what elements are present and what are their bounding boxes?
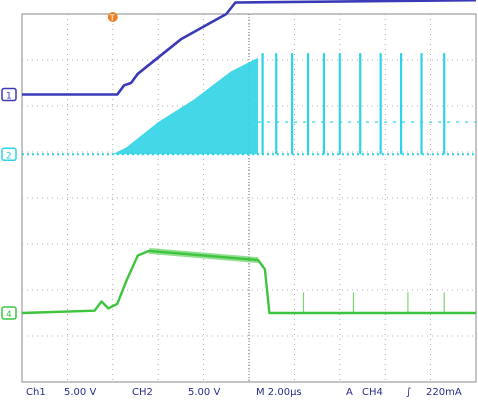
band-ch4 [148, 247, 259, 264]
marker-ch1: 1 [1, 87, 17, 102]
ch1-label: Ch1 [26, 387, 46, 398]
trigger-marker-label: T [109, 14, 115, 23]
graticule [21, 13, 477, 383]
marker-ch4: 4 [1, 306, 17, 320]
trigger-slope-icon: ∫ [406, 387, 411, 398]
channel-markers: 1 2 4 T [1, 12, 118, 320]
trigger-level: 220mA [426, 387, 462, 398]
marker-box [1, 87, 17, 102]
waveforms [21, 0, 477, 315]
trace-ch1 [22, 0, 477, 96]
marker-label: 4 [6, 310, 12, 320]
trigger-channel: CH4 [362, 387, 383, 398]
envelope-ch2 [112, 57, 259, 155]
marker-box [1, 306, 17, 320]
trigger-source: A [346, 387, 353, 398]
ch2-label: CH2 [132, 387, 153, 398]
timebase-readout: M 2.00μs [256, 387, 302, 398]
ch2-scale: 5.00 V [188, 387, 220, 398]
trace-ch4 [21, 249, 476, 315]
ch1-scale: 5.00 V [64, 387, 96, 398]
trigger-position-marker: T [107, 12, 118, 23]
marker-label: 1 [6, 92, 12, 102]
marker-box [1, 147, 17, 162]
trigger-dot [107, 12, 118, 22]
marker-ch2: 2 [1, 147, 17, 162]
marker-label: 2 [6, 151, 12, 161]
status-bar: Ch1 5.00 V CH2 5.00 V M 2.00μs A CH4 ∫ 2… [26, 387, 462, 398]
